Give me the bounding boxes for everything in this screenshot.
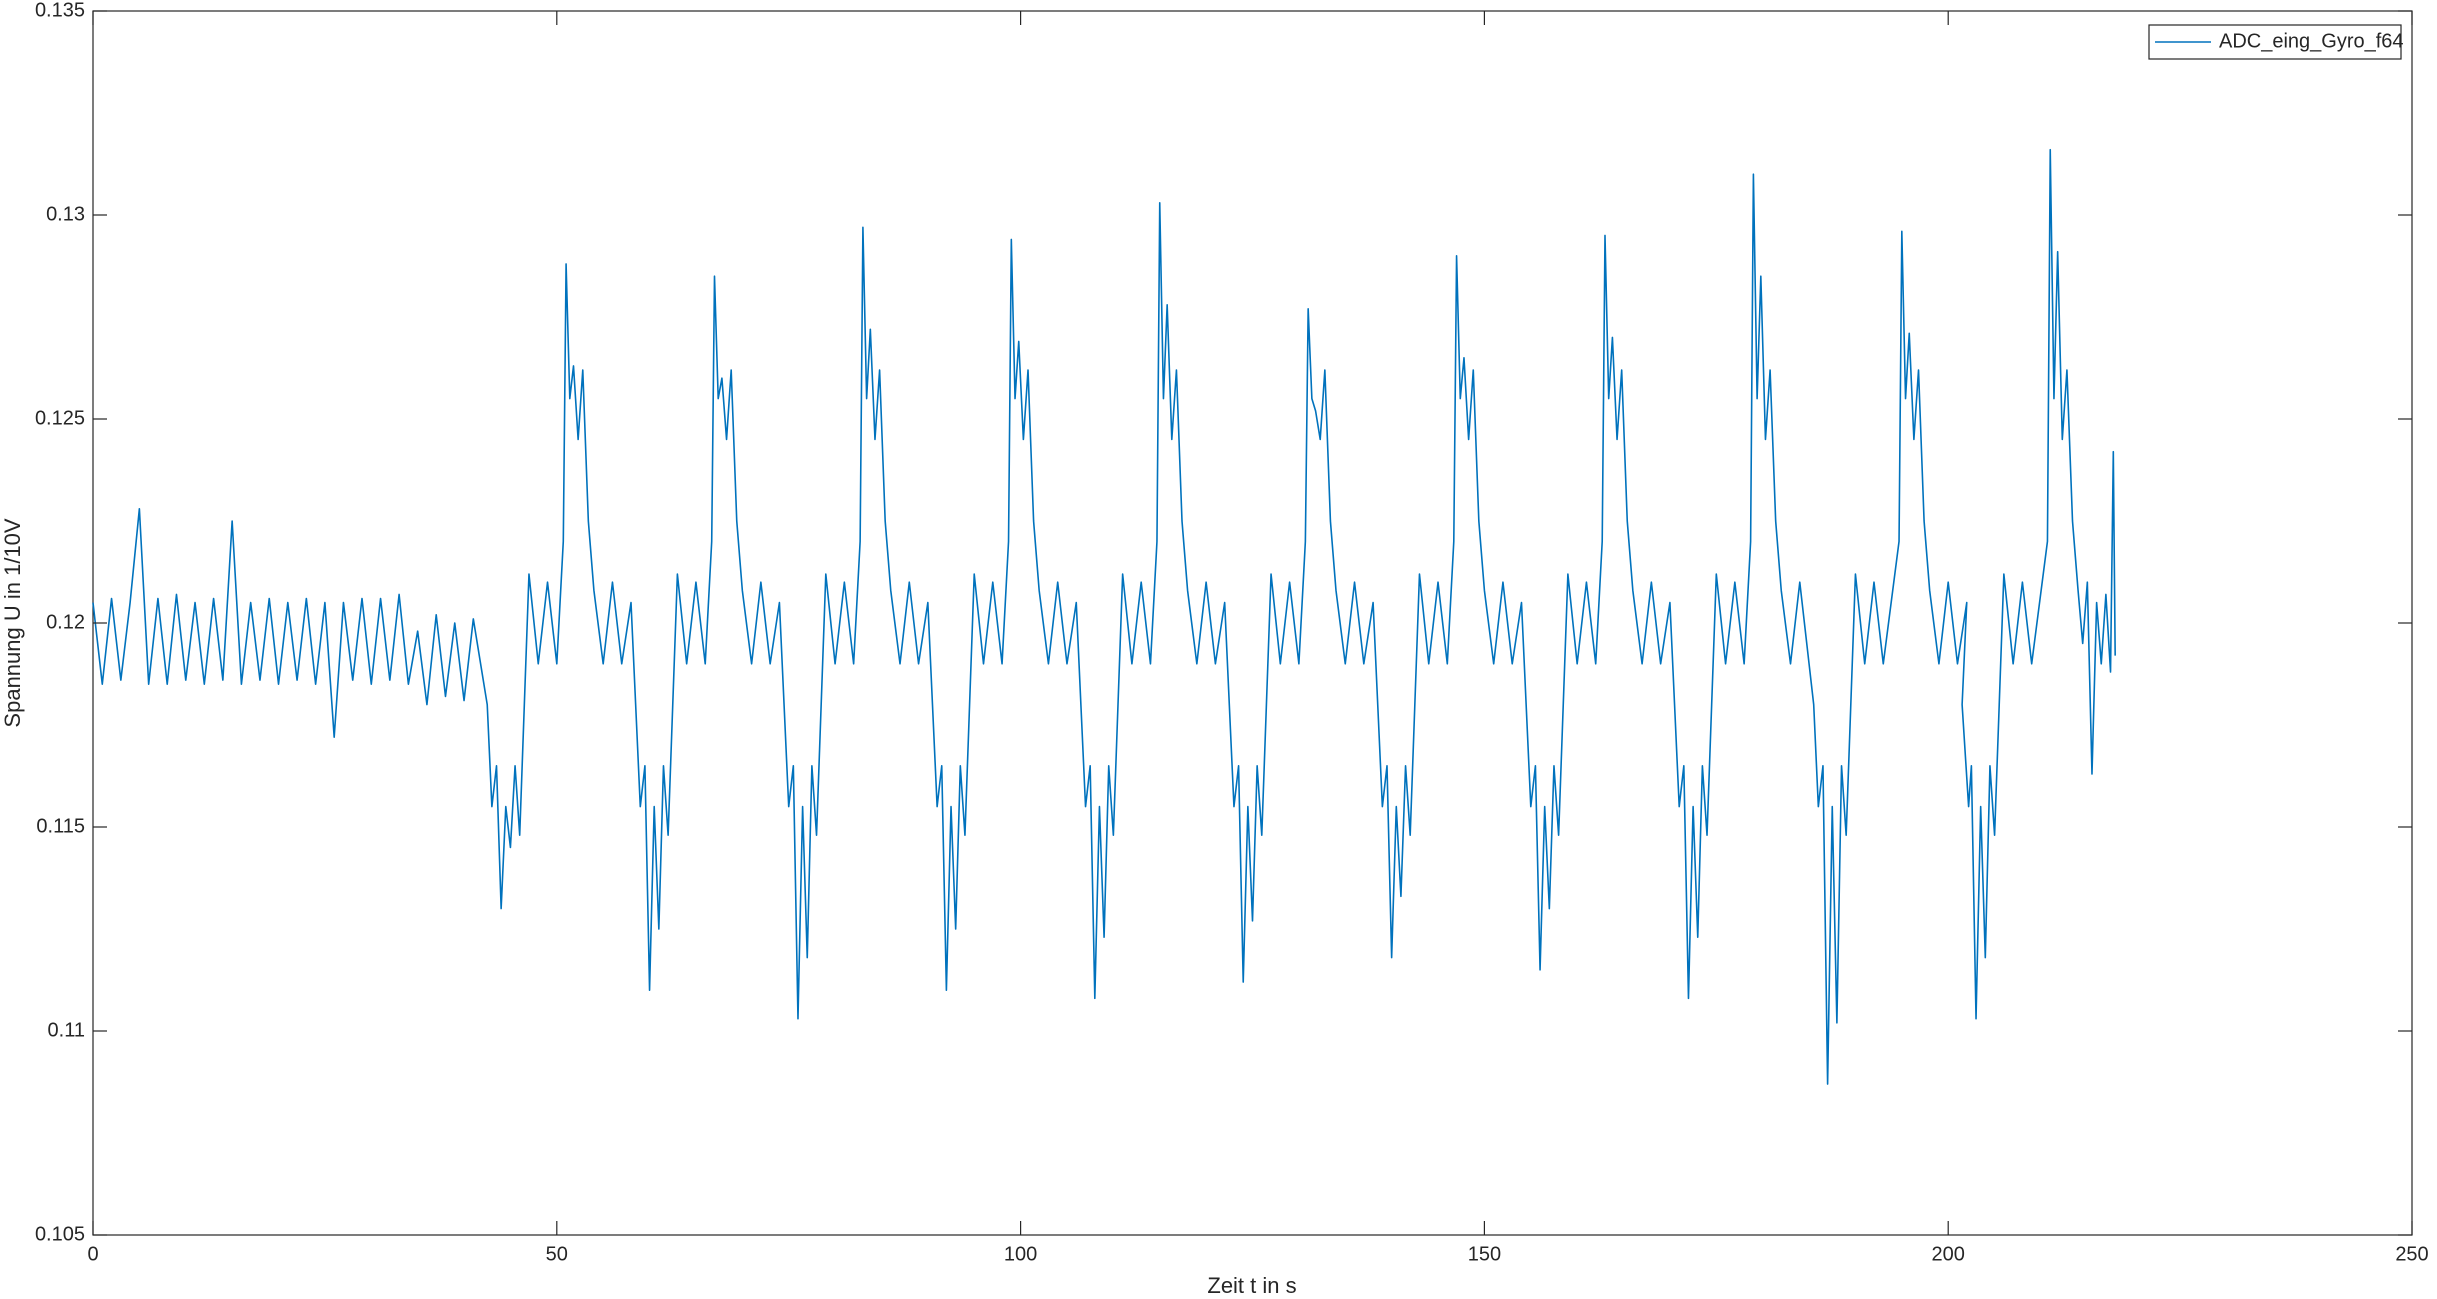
x-tick-label: 200 — [1932, 1243, 1965, 1265]
x-tick-label: 150 — [1468, 1243, 1501, 1265]
data-line — [92, 148, 2116, 1085]
y-tick-label: 0.11 — [48, 1019, 85, 1041]
x-tick-label: 0 — [87, 1243, 98, 1265]
x-axis-label: Zeit t in s — [1207, 1273, 1296, 1298]
legend: ADC_eing_Gyro_f64 — [2148, 24, 2404, 60]
y-tick-label: 0.135 — [35, 0, 85, 21]
axes-box — [92, 10, 2413, 1236]
x-tick-label: 50 — [546, 1243, 568, 1265]
y-tick-label: 0.125 — [35, 407, 85, 429]
y-tick-label: 0.105 — [35, 1223, 85, 1245]
x-tick-label: 250 — [2395, 1243, 2428, 1265]
x-tick-label: 100 — [1004, 1243, 1037, 1265]
y-tick-label: 0.13 — [46, 203, 85, 225]
y-tick-label: 0.115 — [36, 815, 85, 837]
y-tick-label: 0.12 — [46, 611, 85, 633]
legend-label: ADC_eing_Gyro_f64 — [2219, 30, 2404, 52]
y-axis-label: Spannung U in 1/10V — [0, 518, 25, 727]
plot-area — [92, 148, 2116, 1085]
